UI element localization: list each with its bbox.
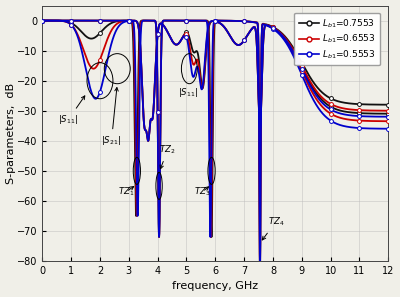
Y-axis label: S-parameters,  dB: S-parameters, dB	[6, 83, 16, 184]
Legend: $L_{b1}$=0.7553, $L_{b1}$=0.6553, $L_{b1}$=0.5553: $L_{b1}$=0.7553, $L_{b1}$=0.6553, $L_{b1…	[294, 13, 380, 65]
Text: $|S_{11}|$: $|S_{11}|$	[58, 96, 85, 126]
Text: $TZ_2$: $TZ_2$	[160, 143, 176, 169]
Text: $|S_{11}|$: $|S_{11}|$	[178, 86, 198, 99]
Text: $TZ_4$: $TZ_4$	[262, 216, 284, 240]
Text: $|S_{21}|$: $|S_{21}|$	[102, 88, 122, 147]
Text: $TZ_3$: $TZ_3$	[194, 186, 210, 198]
Text: $TZ_1$: $TZ_1$	[118, 186, 134, 198]
X-axis label: frequency, GHz: frequency, GHz	[172, 282, 258, 291]
